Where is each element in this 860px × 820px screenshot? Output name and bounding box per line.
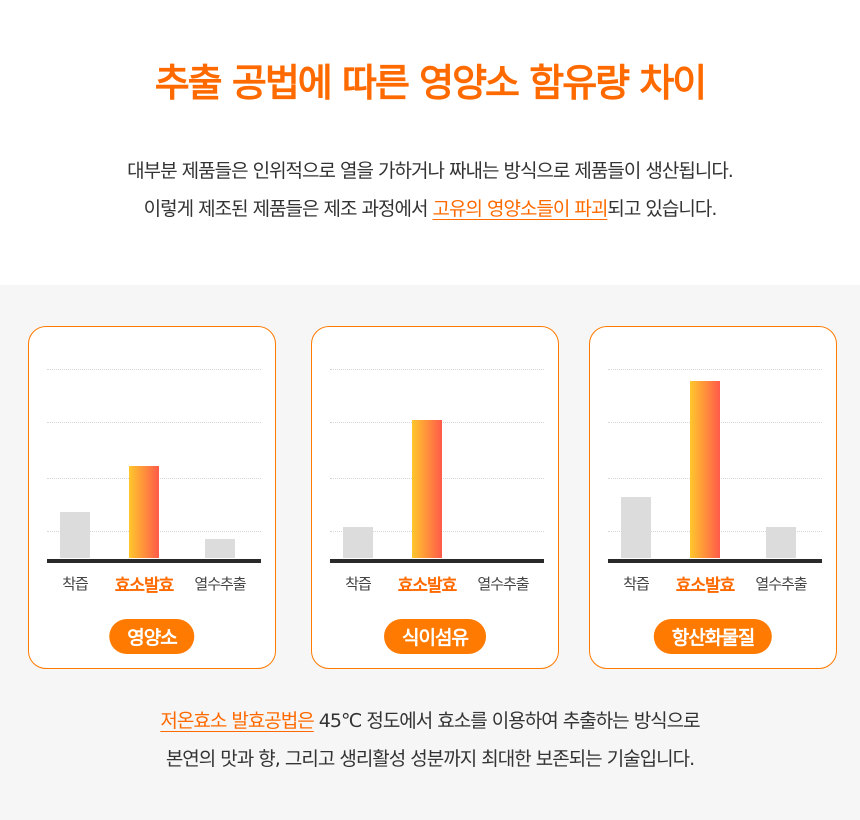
category-label: 열수추출	[194, 575, 246, 593]
intro-text-part: 이렇게 제조된 제품들은 제조 과정에서	[143, 198, 433, 220]
category-label: 효소발효	[397, 576, 458, 596]
bottom-text-part: 45℃ 정도에서 효소를 이용하여 추출하는 방식으로	[313, 710, 701, 732]
baseline	[47, 559, 261, 563]
gridline	[608, 369, 822, 370]
page-title: 추출 공법에 따른 영양소 함유량 차이	[154, 61, 708, 105]
category-label: 착즙	[62, 575, 89, 593]
category-label: 열수추출	[755, 575, 807, 593]
bar-2	[766, 527, 796, 558]
intro-line-1: 대부분 제품들은 인위적으로 열을 가하거나 짜내는 방식으로 제품들이 생산됩…	[127, 160, 734, 182]
bottom-highlight: 저온효소 발효공법은	[160, 710, 314, 732]
category-label: 효소발효	[114, 576, 175, 596]
category-label: 착즙	[623, 575, 650, 593]
bar-1	[412, 419, 442, 558]
bar-0	[343, 527, 373, 558]
bar-1	[690, 381, 720, 558]
bottom-text: 저온효소 발효공법은 45℃ 정도에서 효소를 이용하여 추출하는 방식으로 본…	[0, 702, 860, 778]
chart-title-pill: 항산화물질	[653, 619, 773, 654]
chart-title-pill: 영양소	[109, 619, 195, 654]
gridline	[47, 369, 261, 370]
bar-0	[621, 496, 651, 558]
bar-0	[60, 511, 90, 558]
bottom-line-2: 본연의 맛과 향, 그리고 생리활성 성분까지 최대한 보존되는 기술입니다.	[165, 748, 695, 770]
category-label: 효소발효	[675, 576, 736, 596]
intro-highlight: 고유의 영양소들이 파괴	[432, 198, 609, 220]
bottom-line-1: 저온효소 발효공법은 45℃ 정도에서 효소를 이용하여 추출하는 방식으로	[0, 702, 860, 740]
gridline	[330, 369, 544, 370]
intro-text-part: 되고 있습니다.	[607, 198, 717, 220]
category-label: 열수추출	[477, 575, 529, 593]
bar-1	[129, 465, 159, 558]
intro-line-2: 이렇게 제조된 제품들은 제조 과정에서 고유의 영양소들이 파괴되고 있습니다…	[0, 190, 860, 228]
category-label: 착즙	[345, 575, 372, 593]
baseline	[608, 559, 822, 563]
bar-2	[205, 538, 235, 558]
gridline	[47, 422, 261, 423]
baseline	[330, 559, 544, 563]
intro-text: 대부분 제품들은 인위적으로 열을 가하거나 짜내는 방식으로 제품들이 생산됩…	[0, 152, 860, 228]
chart-title-pill: 식이섬유	[384, 619, 486, 654]
